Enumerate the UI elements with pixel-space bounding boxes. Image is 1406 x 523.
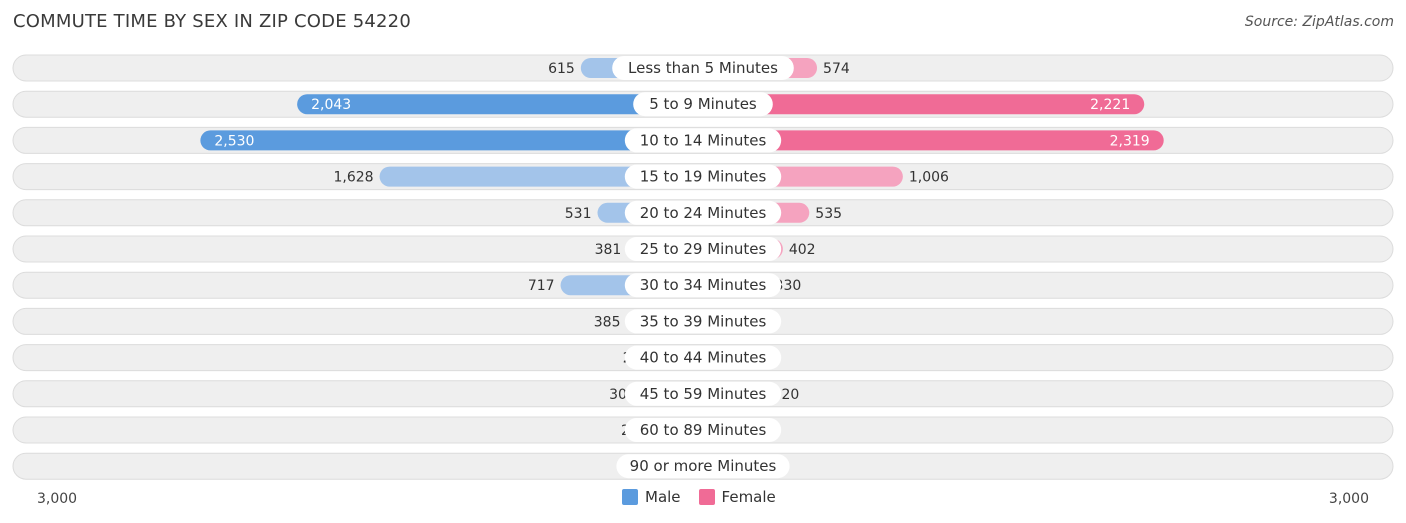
category-pill — [624, 200, 782, 225]
value-label-male: 2,530 — [214, 133, 254, 149]
category-pill — [624, 309, 782, 334]
category-pill — [633, 92, 773, 117]
category-label: 45 to 59 Minutes — [640, 385, 767, 403]
category-label: 15 to 19 Minutes — [640, 168, 767, 186]
category-pill — [612, 56, 794, 80]
category-pill — [616, 454, 790, 479]
category-pill — [624, 128, 782, 153]
value-label-female: 574 — [823, 61, 850, 77]
value-label-female: 330 — [775, 278, 802, 294]
value-label-male: 2,043 — [311, 97, 351, 113]
category-label: 60 to 89 Minutes — [640, 421, 767, 439]
category-label: 25 to 29 Minutes — [640, 240, 767, 258]
value-label-female: 402 — [789, 242, 816, 258]
category-pill — [624, 273, 782, 298]
value-label-female: 2,221 — [1090, 97, 1130, 113]
value-label-female: 535 — [815, 206, 842, 222]
legend-label-female: Female — [721, 488, 776, 506]
legend-item-female: Female — [698, 488, 776, 506]
category-label: 20 to 24 Minutes — [640, 204, 767, 222]
value-label-male: 615 — [548, 61, 575, 77]
bar-female — [703, 94, 1145, 115]
category-pill — [624, 164, 782, 189]
legend-swatch-female — [698, 489, 715, 505]
value-label-male: 381 — [595, 242, 622, 258]
category-label: 90 or more Minutes — [630, 457, 777, 475]
value-label-female: 1,006 — [909, 170, 949, 186]
value-label-male: 385 — [594, 314, 621, 330]
legend: Male Female — [622, 488, 794, 506]
bar-male — [297, 94, 703, 115]
category-pill — [624, 345, 782, 370]
bar-female — [703, 130, 1164, 151]
category-label: 5 to 9 Minutes — [649, 95, 757, 113]
axis-right-label: 3,000 — [1328, 491, 1369, 507]
value-label-male: 1,628 — [333, 170, 373, 186]
value-label-male: 717 — [528, 278, 555, 294]
source-label: Source: ZipAtlas.com — [1244, 14, 1394, 30]
legend-swatch-male — [622, 489, 638, 505]
axis-left-label: 3,000 — [37, 491, 78, 507]
bar-male — [200, 130, 703, 151]
category-label: Less than 5 Minutes — [628, 59, 778, 77]
legend-item-male: Male — [622, 488, 681, 506]
category-label: 35 to 39 Minutes — [640, 312, 767, 330]
category-pill — [624, 418, 782, 442]
category-label: 30 to 34 Minutes — [640, 276, 767, 294]
category-label: 10 to 14 Minutes — [640, 131, 767, 149]
chart-title: COMMUTE TIME BY SEX IN ZIP CODE 54220 — [13, 11, 411, 32]
category-label: 40 to 44 Minutes — [640, 349, 767, 367]
bar-male — [379, 166, 703, 187]
legend-label-male: Male — [645, 488, 681, 506]
category-pill — [624, 237, 782, 261]
value-label-male: 531 — [565, 206, 592, 222]
category-pill — [624, 381, 782, 406]
value-label-female: 2,319 — [1110, 133, 1150, 149]
